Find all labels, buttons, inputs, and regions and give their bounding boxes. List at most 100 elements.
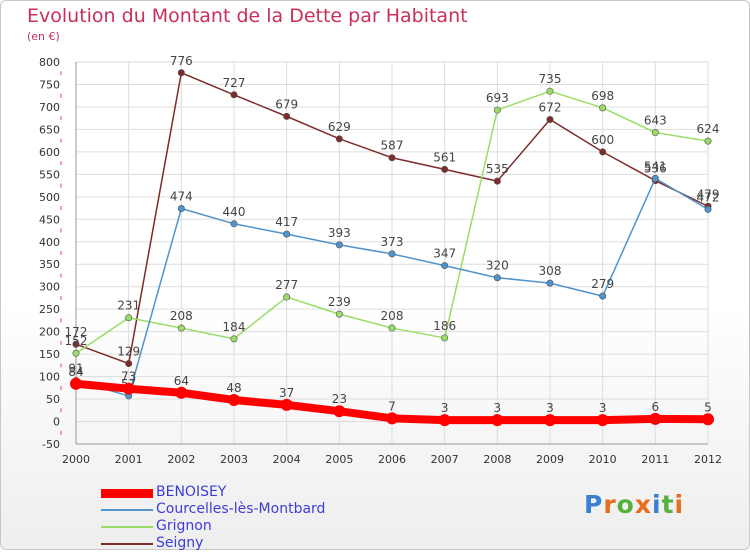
data-label: 474 bbox=[170, 190, 193, 204]
data-label: 541 bbox=[644, 159, 667, 173]
y-tick-label: -50 bbox=[42, 438, 60, 451]
data-label: 320 bbox=[486, 259, 509, 273]
data-label: 186 bbox=[433, 319, 456, 333]
data-point bbox=[441, 262, 449, 270]
data-label: 417 bbox=[275, 215, 298, 229]
data-point bbox=[177, 205, 185, 213]
y-tick-label: 100 bbox=[39, 371, 60, 384]
data-label: 3 bbox=[494, 401, 502, 415]
data-point bbox=[283, 112, 291, 120]
data-point bbox=[125, 314, 133, 322]
data-point bbox=[177, 324, 185, 332]
data-label: 735 bbox=[539, 72, 562, 86]
data-label: 64 bbox=[174, 374, 189, 388]
logo-letter: t bbox=[661, 490, 675, 519]
data-point bbox=[544, 414, 556, 427]
data-label: 5 bbox=[704, 400, 712, 414]
data-point bbox=[491, 414, 504, 427]
y-tick-label: 200 bbox=[39, 326, 60, 339]
logo-letter: x bbox=[634, 490, 652, 519]
data-label: 129 bbox=[117, 345, 140, 359]
data-point bbox=[177, 69, 185, 77]
data-point bbox=[596, 414, 609, 427]
data-label: 535 bbox=[486, 162, 509, 176]
logo-letter: i bbox=[674, 490, 685, 519]
data-label: 479 bbox=[697, 187, 720, 201]
data-point bbox=[493, 274, 501, 282]
y-tick-label: 500 bbox=[39, 191, 60, 204]
legend-swatch bbox=[101, 543, 153, 545]
data-label: 624 bbox=[697, 122, 720, 136]
data-label: 561 bbox=[433, 150, 456, 164]
logo-letter: r bbox=[603, 490, 617, 519]
y-tick-label: 50 bbox=[46, 393, 60, 406]
data-label: 472 bbox=[697, 190, 720, 204]
data-point bbox=[493, 177, 501, 185]
data-point bbox=[228, 393, 240, 406]
x-tick-label: 2001 bbox=[115, 453, 143, 466]
x-tick-label: 2005 bbox=[325, 453, 353, 466]
data-label: 600 bbox=[591, 133, 614, 147]
data-point bbox=[546, 116, 554, 124]
data-label: 727 bbox=[223, 76, 246, 90]
data-label: 308 bbox=[539, 264, 562, 278]
data-point bbox=[651, 129, 659, 137]
data-point bbox=[386, 412, 398, 425]
y-tick-label: 300 bbox=[39, 281, 60, 294]
data-point bbox=[388, 250, 396, 258]
data-label: 3 bbox=[599, 401, 607, 415]
data-label: 440 bbox=[223, 205, 246, 219]
data-label: 347 bbox=[433, 247, 456, 261]
data-point bbox=[280, 398, 293, 411]
y-tick-label: 150 bbox=[39, 348, 60, 361]
data-point bbox=[438, 414, 451, 427]
data-label: 91 bbox=[68, 362, 83, 376]
data-label: 3 bbox=[546, 401, 554, 415]
data-point bbox=[175, 386, 188, 399]
data-point bbox=[70, 377, 82, 390]
x-tick-label: 2003 bbox=[220, 453, 248, 466]
x-tick-label: 2011 bbox=[641, 453, 669, 466]
data-point bbox=[335, 241, 343, 249]
data-label: 239 bbox=[328, 295, 351, 309]
logo-letter: o bbox=[616, 490, 635, 519]
data-label: 279 bbox=[591, 277, 614, 291]
x-tick-label: 2006 bbox=[378, 453, 406, 466]
data-point bbox=[493, 106, 501, 114]
data-label: 184 bbox=[223, 320, 246, 334]
data-point bbox=[388, 324, 396, 332]
data-label: 84 bbox=[68, 365, 83, 379]
y-tick-label: 250 bbox=[39, 303, 60, 316]
data-label: 776 bbox=[170, 54, 193, 68]
data-point bbox=[335, 135, 343, 143]
data-label: 629 bbox=[328, 120, 351, 134]
data-point bbox=[702, 413, 714, 426]
data-point bbox=[441, 165, 449, 173]
data-label: 3 bbox=[441, 401, 449, 415]
data-point bbox=[230, 220, 238, 228]
data-point bbox=[649, 412, 662, 425]
data-point bbox=[72, 340, 80, 348]
y-tick-label: 750 bbox=[39, 78, 60, 91]
data-point bbox=[122, 382, 135, 395]
data-label: 6 bbox=[652, 400, 660, 414]
y-tick-label: 0 bbox=[53, 416, 60, 429]
data-point bbox=[283, 230, 291, 238]
data-label: 536 bbox=[644, 162, 667, 176]
logo-letter: P bbox=[584, 490, 604, 519]
y-tick-label: 650 bbox=[39, 123, 60, 136]
data-point bbox=[283, 293, 291, 301]
data-point bbox=[599, 148, 607, 156]
data-label: 698 bbox=[591, 89, 614, 103]
data-point bbox=[72, 349, 80, 357]
x-tick-label: 2000 bbox=[62, 453, 90, 466]
data-point bbox=[125, 360, 133, 368]
data-label: 393 bbox=[328, 226, 351, 240]
data-point bbox=[599, 292, 607, 300]
data-point bbox=[230, 335, 238, 343]
legend-label: Courcelles-lès-Montbard bbox=[156, 501, 326, 517]
legend-label: BENOISEY bbox=[156, 484, 227, 500]
x-tick-label: 2012 bbox=[694, 453, 722, 466]
legend-swatch bbox=[101, 526, 153, 528]
